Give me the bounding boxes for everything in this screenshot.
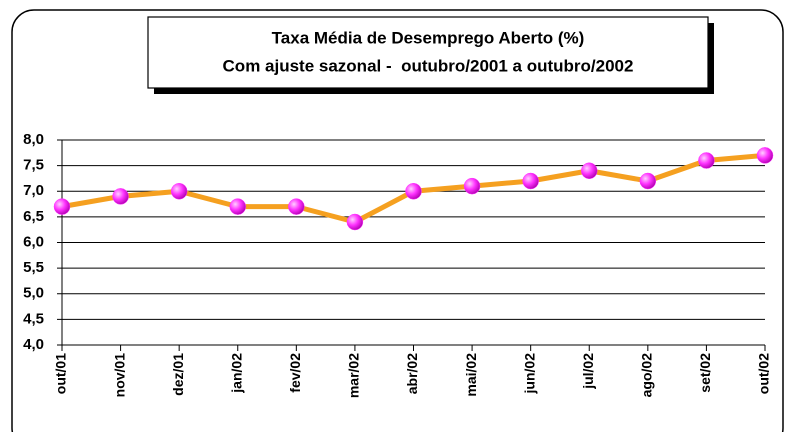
chart-subtitle: Com ajuste sazonal - outubro/2001 a outu… — [223, 56, 634, 75]
x-tick-label: mar/02 — [346, 353, 362, 398]
data-point — [698, 152, 715, 169]
data-point — [112, 188, 129, 205]
x-tick-label: jan/02 — [228, 353, 244, 394]
x-tick-label: jul/02 — [580, 353, 596, 390]
data-point — [346, 213, 364, 231]
data-point — [170, 183, 188, 200]
data-point — [639, 172, 657, 190]
y-tick-label: 4,5 — [23, 310, 44, 327]
x-tick-label: out/01 — [53, 353, 69, 394]
x-tick-label: dez/01 — [170, 353, 186, 396]
data-point — [288, 198, 305, 215]
chart-title: Taxa Média de Desemprego Aberto (%) — [272, 28, 585, 47]
x-tick-label: nov/01 — [111, 353, 127, 398]
title-box — [147, 16, 709, 89]
data-point — [581, 162, 598, 179]
y-tick-label: 5,0 — [23, 285, 44, 302]
data-point — [463, 177, 481, 195]
x-tick-label: mai/02 — [463, 353, 479, 397]
y-tick-label: 8,0 — [23, 131, 44, 148]
data-point — [522, 172, 539, 190]
x-tick-label: ago/02 — [639, 353, 655, 398]
y-tick-label: 7,5 — [23, 157, 44, 174]
data-point — [53, 198, 71, 215]
x-tick-label: jun/02 — [521, 353, 537, 395]
data-point — [229, 198, 246, 215]
data-point — [405, 183, 422, 200]
y-tick-label: 5,5 — [23, 259, 44, 276]
x-tick-label: abr/02 — [404, 353, 420, 394]
x-tick-label: set/02 — [697, 353, 713, 393]
y-tick-label: 7,0 — [23, 182, 44, 199]
x-tick-label: fev/02 — [287, 353, 303, 393]
x-tick-label: out/02 — [756, 353, 772, 394]
y-tick-label: 6,5 — [23, 208, 44, 225]
chart-frame — [11, 9, 784, 432]
y-tick-label: 4,0 — [23, 336, 44, 353]
y-tick-label: 6,0 — [23, 233, 44, 250]
data-point — [756, 147, 774, 164]
